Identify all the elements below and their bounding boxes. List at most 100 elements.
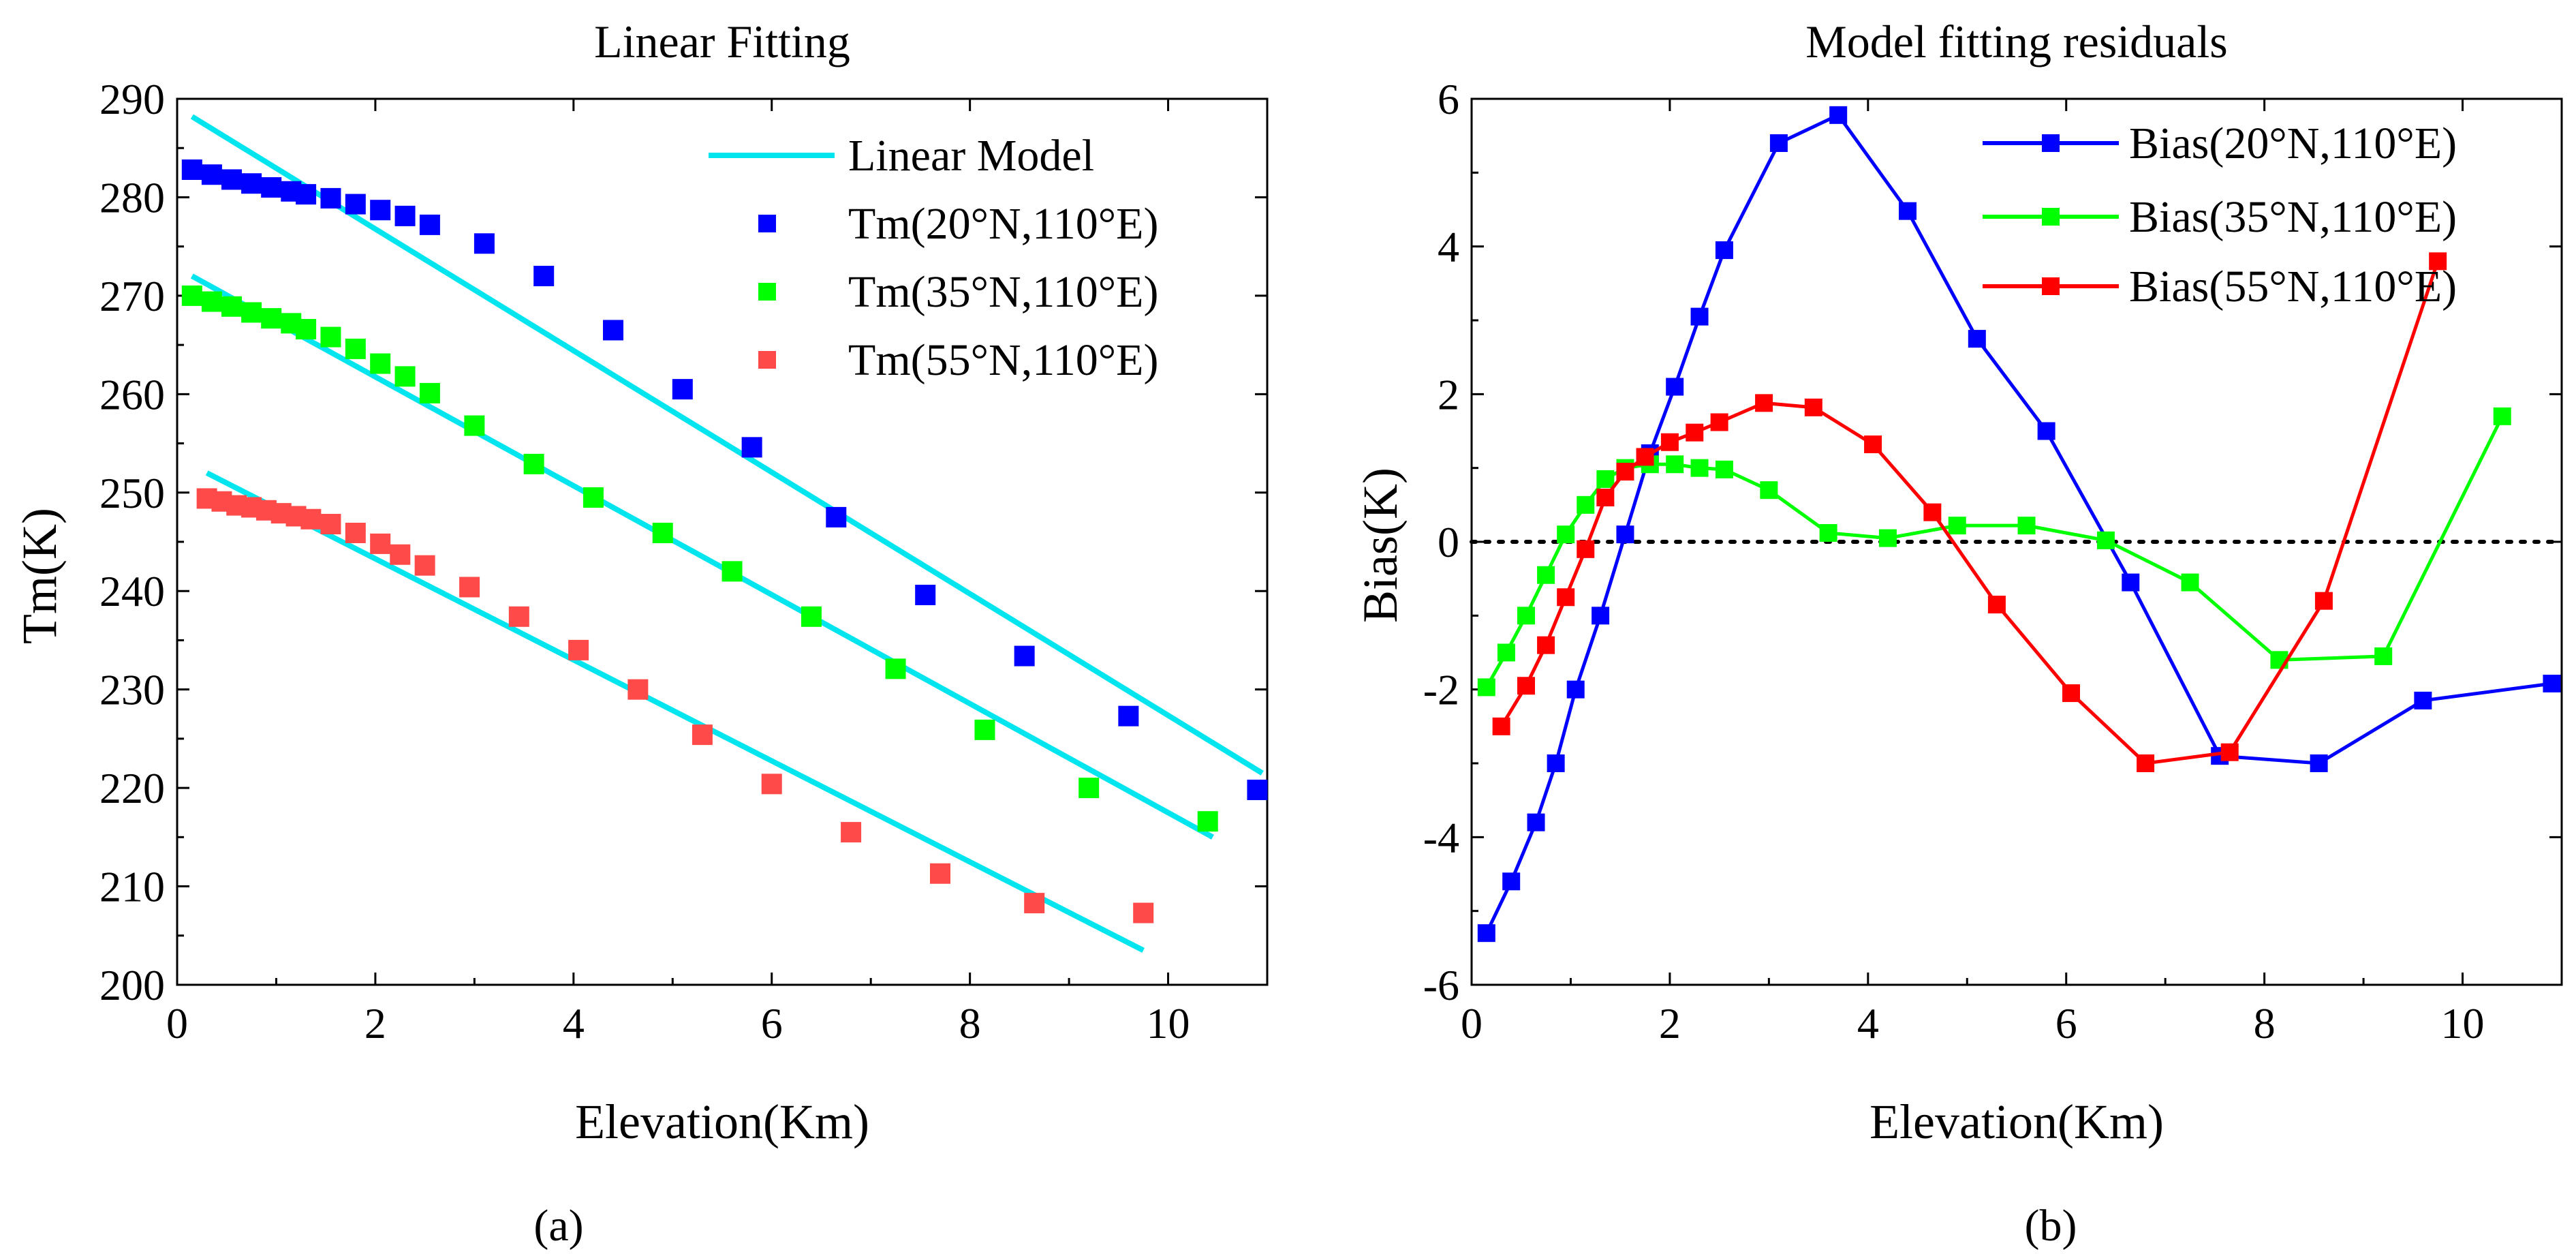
panel-b-y-axis-label: Bias(K) bbox=[1353, 468, 1408, 623]
panel-b-bias-20-n-110-e-point-19 bbox=[2414, 691, 2432, 709]
panel-a-tm-20-n-110-e-point-1 bbox=[201, 164, 222, 185]
panel-a-tm-55-n-110-e-point-22 bbox=[1133, 902, 1154, 923]
panel-b-bias-20-n-110-e-point-0 bbox=[1477, 924, 1495, 943]
panel-a-tm-55-n-110-e-point-19 bbox=[841, 822, 862, 843]
panel-b-bias-55-n-110-e-point-8 bbox=[1660, 433, 1679, 451]
panel-a-tm-20-n-110-e-point-13 bbox=[533, 266, 555, 286]
panel-b-bias-20-n-110-e-point-5 bbox=[1592, 607, 1610, 625]
panel-a-tm-20-n-110-e-point-0 bbox=[181, 159, 202, 180]
panel-b-bias-35-n-110-e-point-11 bbox=[1715, 460, 1733, 478]
panel-b-bias-35-n-110-e-line bbox=[1485, 415, 2504, 688]
panel-a-tm-35-n-110-e-point-6 bbox=[296, 319, 317, 339]
panel-b-title: Model fitting residuals bbox=[1805, 16, 2227, 67]
panel-a-tm-55-n-110-e-point-15 bbox=[568, 639, 589, 660]
panel-a-tm-20-n-110-e-point-19 bbox=[1014, 645, 1035, 667]
panel-b-bias-20-n-110-e-point-4 bbox=[1566, 680, 1585, 699]
panel-a-tm-20-n-110-e-point-12 bbox=[474, 233, 495, 254]
panel-a-tm-35-n-110-e-point-1 bbox=[201, 291, 222, 312]
panel-b-bias-35-n-110-e-point-14 bbox=[1878, 529, 1897, 547]
panel-b-x-tick-label-10: 10 bbox=[2441, 999, 2485, 1047]
panel-a-tm-20-n-110-e-point-20 bbox=[1118, 705, 1139, 727]
panel-b-bias-35-n-110-e-point-2 bbox=[1517, 607, 1535, 625]
panel-b-model-fitting-residuals: Model fitting residuals Elevation(Km) Bi… bbox=[1353, 16, 2564, 1251]
legend-label-bias-35n: Bias(35°N,110°E) bbox=[2129, 192, 2457, 242]
panel-b-legend: Bias(20°N,110°E) Bias(35°N,110°E) Bias(5… bbox=[1983, 119, 2457, 311]
panel-b-bias-55-n-110-e-point-1 bbox=[1517, 677, 1535, 695]
panel-a-tm-35-n-110-e-point-9 bbox=[370, 353, 391, 374]
panel-b-bias-35-n-110-e-point-3 bbox=[1537, 566, 1555, 584]
panel-a-y-tick-label-260: 260 bbox=[99, 370, 165, 418]
panel-b-bias-20-n-110-e-point-16 bbox=[2122, 573, 2140, 592]
panel-a-tm-35-n-110-e-point-0 bbox=[181, 285, 202, 306]
panel-b-bias-20-n-110-e-point-9 bbox=[1690, 307, 1709, 326]
panel-a-tm-20-n-110-e-point-3 bbox=[241, 173, 262, 194]
panel-b-bias-35-n-110-e-point-20 bbox=[2374, 647, 2393, 665]
panel-b-y-tick-label-6: 6 bbox=[1438, 75, 1459, 123]
panel-b-bias-55-n-110-e-point-3 bbox=[1557, 588, 1575, 607]
panel-a-tm-55-n-110-e-point-11 bbox=[390, 544, 411, 565]
panel-b-bias-20-n-110-e-point-1 bbox=[1502, 872, 1521, 891]
panel-a-tm-20-n-110-e-point-6 bbox=[296, 184, 317, 205]
panel-a-x-tick-label-6: 6 bbox=[761, 999, 783, 1047]
panel-a-tm-55-n-110-e-point-7 bbox=[300, 508, 322, 530]
panel-a-title: Linear Fitting bbox=[594, 16, 850, 67]
panel-a-x-tick-label-0: 0 bbox=[166, 999, 188, 1047]
legend-label-linear-model: Linear Model bbox=[848, 131, 1094, 181]
panel-b-bias-35-n-110-e-point-4 bbox=[1557, 525, 1575, 544]
panel-a-tm-20-n-110-e-point-2 bbox=[221, 169, 242, 190]
panel-a-tm-55-n-110-e-point-18 bbox=[761, 774, 782, 795]
panel-a-tm-35-n-110-e-point-4 bbox=[261, 308, 282, 329]
panel-a-tm-35-n-110-e-point-7 bbox=[320, 326, 341, 348]
panel-a-tm-35-n-110-e-point-11 bbox=[419, 382, 440, 403]
panel-b-bias-55-n-110-e-point-16 bbox=[2062, 684, 2080, 703]
panel-a-linear-fitting: Linear Fitting Elevation(Km) Tm(K) (a) 0… bbox=[12, 16, 1269, 1251]
panel-b-x-tick-label-0: 0 bbox=[1461, 999, 1483, 1047]
legend-swatch-bias-35n-marker bbox=[2042, 208, 2060, 226]
panel-a-y-tick-label-220: 220 bbox=[99, 764, 165, 812]
panel-b-bias-20-n-110-e-point-3 bbox=[1547, 754, 1565, 772]
legend-label-bias-55n: Bias(55°N,110°E) bbox=[2129, 262, 2457, 311]
panel-b-bias-35-n-110-e-point-15 bbox=[1948, 517, 1966, 535]
panel-b-bias-35-n-110-e-point-17 bbox=[2096, 531, 2115, 549]
panel-a-tm-35-n-110-e-point-16 bbox=[721, 561, 743, 582]
panel-a-tm-20-n-110-e-point-4 bbox=[261, 177, 282, 198]
panel-b-bias-20-n-110-e-point-20 bbox=[2543, 675, 2561, 692]
panel-b-bias-35-n-110-e-point-16 bbox=[2017, 517, 2036, 535]
panel-a-tm-55-n-110-e-point-21 bbox=[1024, 893, 1045, 914]
panel-a-y-tick-label-280: 280 bbox=[99, 173, 165, 221]
panel-a-tm-55-n-110-e-point-10 bbox=[370, 533, 391, 554]
panel-a-tm-55-n-110-e-point-17 bbox=[692, 724, 713, 746]
legend-label-bias-20n: Bias(20°N,110°E) bbox=[2129, 119, 2457, 168]
panel-b-bias-55-n-110-e-point-9 bbox=[1686, 423, 1704, 442]
panel-b-bias-35-n-110-e-point-12 bbox=[1760, 481, 1778, 500]
panel-a-tm-35-n-110-e-point-8 bbox=[345, 338, 366, 359]
panel-b-bias-55-n-110-e-point-14 bbox=[1923, 503, 1942, 521]
panel-a-y-tick-label-230: 230 bbox=[99, 666, 165, 714]
panel-a-tm-20-n-110-e-point-7 bbox=[320, 187, 341, 209]
panel-b-bias-55-n-110-e-point-12 bbox=[1804, 398, 1822, 416]
panel-b-bias-55-n-110-e-point-0 bbox=[1492, 717, 1510, 735]
panel-a-tm-35-n-110-e-point-21 bbox=[1197, 811, 1218, 832]
panel-a-y-tick-label-290: 290 bbox=[99, 75, 165, 123]
panel-a-y-tick-label-250: 250 bbox=[99, 469, 165, 517]
panel-b-bias-35-n-110-e-point-6 bbox=[1596, 470, 1615, 488]
panel-b-bias-35-n-110-e-point-0 bbox=[1477, 678, 1495, 697]
panel-b-bias-20-n-110-e-point-14 bbox=[1968, 330, 1986, 348]
panel-b-bias-35-n-110-e-point-1 bbox=[1497, 643, 1515, 662]
panel-b-bias-20-n-110-e-point-8 bbox=[1666, 378, 1684, 396]
legend-swatch-bias-20n-marker bbox=[2042, 134, 2060, 152]
panel-b-x-tick-label-6: 6 bbox=[2055, 999, 2077, 1047]
panel-b-y-tick-label-4: 4 bbox=[1438, 223, 1459, 271]
panel-b-y-tick-label--2: -2 bbox=[1423, 666, 1459, 714]
panel-a-tm-35-n-110-e-point-20 bbox=[1078, 778, 1100, 799]
panel-a-x-tick-label-8: 8 bbox=[959, 999, 981, 1047]
panel-b-bias-55-n-110-e-point-6 bbox=[1616, 463, 1634, 481]
panel-b-x-tick-label-2: 2 bbox=[1659, 999, 1681, 1047]
legend-swatch-tm-55n bbox=[758, 351, 776, 369]
panel-a-tm-20-n-110-e-point-17 bbox=[826, 506, 847, 527]
panel-b-bias-35-n-110-e-point-18 bbox=[2181, 573, 2199, 592]
panel-a-caption: (a) bbox=[533, 1201, 583, 1251]
panel-b-bias-35-n-110-e-point-10 bbox=[1690, 459, 1709, 477]
panel-b-bias-55-n-110-e-point-7 bbox=[1636, 448, 1654, 466]
